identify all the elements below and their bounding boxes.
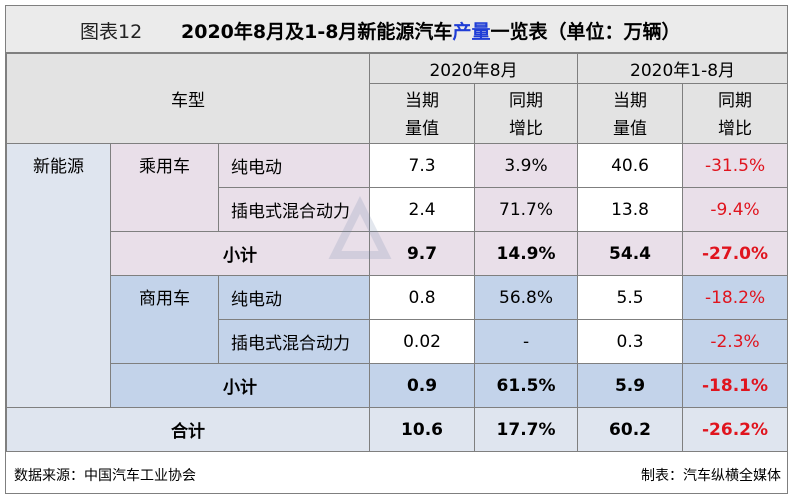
aug-value-cell: 0.9 xyxy=(369,363,476,408)
ytd-value-cell: 5.9 xyxy=(577,363,684,408)
type-label: 纯电动 xyxy=(217,275,371,320)
ytd-yoy-cell: -26.2% xyxy=(682,407,789,452)
aug-value-header: 当期 量值 xyxy=(369,83,476,144)
aug-value-cell: 0.8 xyxy=(369,275,476,320)
aug-yoy-cell: - xyxy=(474,319,579,364)
ytd-yoy-cell: -31.5% xyxy=(682,143,789,188)
aug-value-cell: 2.4 xyxy=(369,187,476,232)
header-line: 同期 xyxy=(509,90,544,111)
table-row: 插电式混合动力 2.4 71.7% 13.8 -9.4% xyxy=(7,187,789,232)
title-text-before: 2020年8月及1-8月新能源汽车 xyxy=(181,21,453,43)
production-table: 车型 2020年8月 2020年1-8月 当期量值 同期增比 当期量值 同期增比… xyxy=(5,53,789,452)
ytd-value-cell: 54.4 xyxy=(577,231,684,276)
total-row: 合计 10.6 17.7% 60.2 -26.2% xyxy=(5,407,789,452)
subtotal-label: 小计 xyxy=(109,231,371,276)
table-row: 插电式混合动力 0.02 - 0.3 -2.3% xyxy=(7,319,789,364)
ytd-value-cell: 60.2 xyxy=(577,407,684,452)
total-label: 合计 xyxy=(5,407,371,452)
header-line: 当期 xyxy=(613,90,648,111)
header-line: 同期 xyxy=(718,90,753,111)
period-ytd-header: 2020年1-8月 xyxy=(577,53,789,84)
ytd-yoy-header: 同期 增比 xyxy=(682,83,789,144)
header-row-1: 车型 2020年8月 2020年1-8月 xyxy=(5,53,789,144)
title-highlight: 产量 xyxy=(452,21,491,43)
aug-yoy-cell: 3.9% xyxy=(474,143,579,188)
header-line: 增比 xyxy=(718,118,753,139)
header-line: 量值 xyxy=(405,118,440,139)
header-line: 增比 xyxy=(509,118,544,139)
title-bar: 图表12 2020年8月及1-8月新能源汽车产量一览表（单位：万辆） xyxy=(6,6,787,53)
title-text-after: 一览表（单位：万辆） xyxy=(490,21,681,43)
figure-label: 图表12 xyxy=(80,21,143,43)
ytd-value-cell: 5.5 xyxy=(577,275,684,320)
aug-value-cell: 9.7 xyxy=(369,231,476,276)
table-title: 2020年8月及1-8月新能源汽车产量一览表（单位：万辆） xyxy=(181,17,680,44)
type-label: 纯电动 xyxy=(217,143,371,188)
ytd-value-header: 当期 量值 xyxy=(577,83,684,144)
category-passenger: 乘用车 xyxy=(110,143,219,232)
aug-yoy-cell: 14.9% xyxy=(474,231,579,276)
ytd-value-cell: 0.3 xyxy=(577,319,684,364)
aug-value-cell: 10.6 xyxy=(369,407,476,452)
group-label: 新能源 xyxy=(6,143,111,408)
data-source: 数据来源：中国汽车工业协会 xyxy=(14,468,196,484)
table-maker: 制表：汽车纵横全媒体 xyxy=(641,468,781,484)
aug-yoy-cell: 17.7% xyxy=(474,407,579,452)
period-aug-header: 2020年8月 xyxy=(369,53,579,84)
aug-yoy-cell: 61.5% xyxy=(474,363,579,408)
subtotal-label: 小计 xyxy=(109,363,371,408)
table-row: 新能源 乘用车 纯电动 7.3 3.9% 40.6 -31.5% xyxy=(6,143,789,408)
ytd-yoy-cell: -27.0% xyxy=(682,231,789,276)
aug-value-cell: 7.3 xyxy=(369,143,476,188)
aug-yoy-cell: 71.7% xyxy=(474,187,579,232)
ytd-yoy-cell: -9.4% xyxy=(682,187,789,232)
subtotal-row: 小计 9.7 14.9% 54.4 -27.0% xyxy=(7,231,789,276)
aug-yoy-cell: 56.8% xyxy=(474,275,579,320)
table-row: 商用车 纯电动 0.8 56.8% 5.5 -18.2% xyxy=(7,275,789,364)
aug-value-cell: 0.02 xyxy=(369,319,476,364)
car-type-header: 车型 xyxy=(5,53,371,144)
header-row-2: 当期量值 同期增比 当期量值 同期增比 xyxy=(7,83,789,144)
aug-yoy-header: 同期 增比 xyxy=(474,83,579,144)
header-line: 量值 xyxy=(613,118,648,139)
header-line: 当期 xyxy=(405,90,440,111)
ytd-yoy-cell: -18.2% xyxy=(682,275,789,320)
type-label: 插电式混合动力 xyxy=(217,187,371,232)
type-label: 插电式混合动力 xyxy=(217,319,371,364)
ytd-value-cell: 40.6 xyxy=(577,143,684,188)
ytd-yoy-cell: -2.3% xyxy=(682,319,789,364)
subtotal-row: 小计 0.9 61.5% 5.9 -18.1% xyxy=(7,363,789,408)
category-commercial: 商用车 xyxy=(110,275,219,364)
ytd-yoy-cell: -18.1% xyxy=(682,363,789,408)
ytd-value-cell: 13.8 xyxy=(577,187,684,232)
